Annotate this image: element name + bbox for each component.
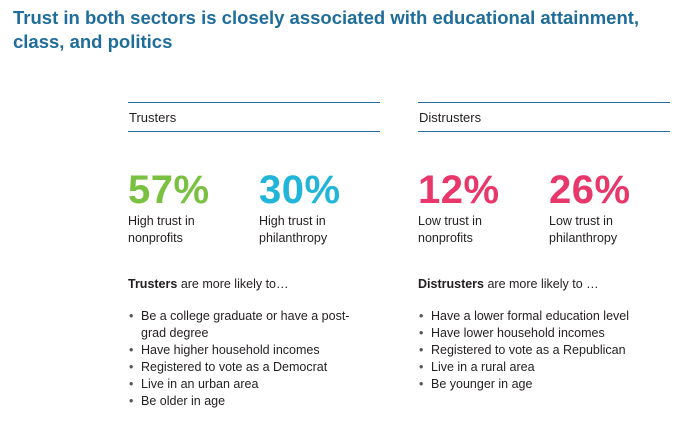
- stat-high-trust-nonprofits: 57% High trust in nonprofits: [128, 170, 258, 247]
- list-item: • Be a college graduate or have a post-gr…: [128, 308, 360, 342]
- distrusters-column: Distrusters 12% Low trust in nonprofits …: [418, 102, 670, 391]
- stat-description: High trust in philanthropy: [259, 214, 328, 245]
- distrusters-stats: 12% Low trust in nonprofits 26% Low trus…: [418, 170, 670, 270]
- trusters-bullet-list: • Be a college graduate or have a post-gr…: [128, 308, 360, 410]
- list-item: • Be younger in age: [418, 376, 650, 393]
- bullet-icon: •: [129, 377, 134, 391]
- stat-value: 57%: [128, 168, 210, 212]
- stat-value: 30%: [259, 168, 341, 212]
- lead-bold: Distrusters: [418, 277, 484, 291]
- list-item-text: Registered to vote as a Democrat: [141, 360, 328, 374]
- list-item: • Registered to vote as a Democrat: [128, 359, 360, 376]
- bullet-icon: •: [419, 326, 424, 340]
- trusters-lead: Trusters are more likely to…: [128, 276, 289, 292]
- bullet-icon: •: [419, 360, 424, 374]
- bullet-icon: •: [129, 360, 134, 374]
- list-item-text: Have higher household incomes: [141, 343, 320, 357]
- list-item-text: Live in an urban area: [141, 377, 259, 391]
- list-item: • Have higher household incomes: [128, 342, 360, 359]
- trusters-heading: Trusters: [129, 110, 177, 125]
- list-item-text: Have lower household incomes: [431, 326, 605, 340]
- bullet-icon: •: [129, 309, 134, 323]
- lead-rest: are more likely to…: [177, 277, 289, 291]
- top-rule: [418, 102, 670, 103]
- top-rule: [128, 102, 380, 103]
- stat-value: 26%: [549, 168, 631, 212]
- list-item: • Be older in age: [128, 393, 360, 410]
- distrusters-lead: Distrusters are more likely to …: [418, 276, 599, 292]
- list-item-text: Be younger in age: [431, 377, 533, 391]
- list-item: • Registered to vote as a Republican: [418, 342, 650, 359]
- bullet-icon: •: [129, 394, 134, 408]
- list-item: • Live in an urban area: [128, 376, 360, 393]
- bullet-icon: •: [419, 377, 424, 391]
- trusters-column: Trusters 57% High trust in nonprofits 30…: [128, 102, 380, 408]
- list-item-text: Registered to vote as a Republican: [431, 343, 626, 357]
- stat-high-trust-philanthropy: 30% High trust in philanthropy: [259, 170, 389, 247]
- bullet-icon: •: [419, 343, 424, 357]
- list-item-text: Have a lower formal education level: [431, 309, 630, 323]
- list-item: • Have lower household incomes: [418, 325, 650, 342]
- lead-rest: are more likely to …: [484, 277, 599, 291]
- page-title: Trust in both sectors is closely associa…: [13, 7, 640, 52]
- stat-low-trust-philanthropy: 26% Low trust in philanthropy: [549, 170, 679, 247]
- stat-description: Low trust in philanthropy: [549, 214, 618, 245]
- stat-value: 12%: [418, 168, 500, 212]
- list-item-text: Be a college graduate or have a post-gra…: [141, 309, 350, 340]
- list-item-text: Be older in age: [141, 394, 226, 408]
- list-item: • Have a lower formal education level: [418, 308, 650, 325]
- bullet-icon: •: [129, 343, 134, 357]
- bottom-rule: [128, 131, 380, 132]
- distrusters-bullet-list: • Have a lower formal education level • Ha…: [418, 308, 650, 393]
- stat-description: Low trust in nonprofits: [418, 214, 482, 245]
- stat-description: High trust in nonprofits: [128, 214, 195, 245]
- lead-bold: Trusters: [128, 277, 178, 291]
- bullet-icon: •: [419, 309, 424, 323]
- distrusters-heading: Distrusters: [419, 110, 482, 125]
- stat-low-trust-nonprofits: 12% Low trust in nonprofits: [418, 170, 548, 247]
- trusters-stats: 57% High trust in nonprofits 30% High tr…: [128, 170, 380, 270]
- list-item-text: Live in a rural area: [431, 360, 535, 374]
- list-item: • Live in a rural area: [418, 359, 650, 376]
- bottom-rule: [418, 131, 670, 132]
